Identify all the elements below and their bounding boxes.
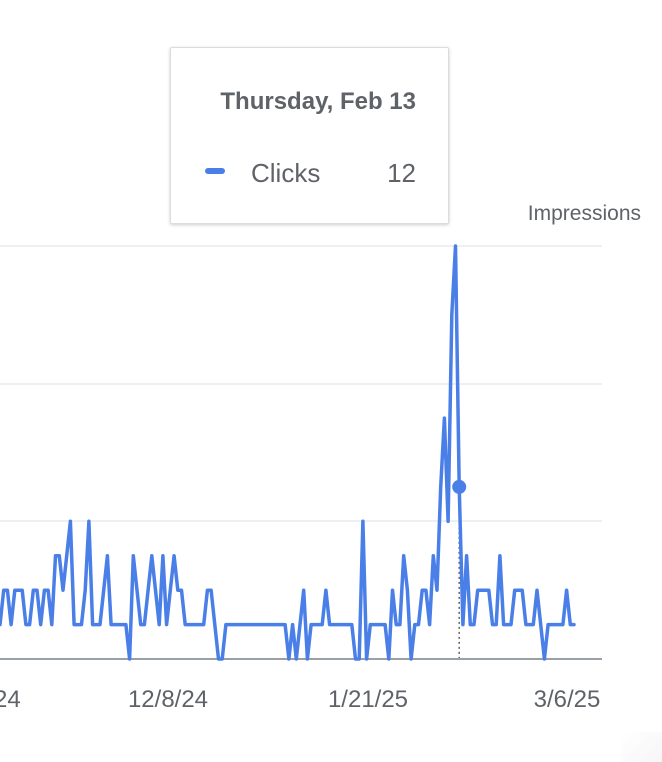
tooltip-date: Thursday, Feb 13 <box>220 88 416 115</box>
chart-tooltip: Thursday, Feb 13 Clicks 12 <box>170 47 449 224</box>
tooltip-series-label: Clicks <box>251 158 321 188</box>
hover-point[interactable] <box>452 479 467 494</box>
tooltip-value: 12 <box>387 158 416 188</box>
x-tick-label: 1/21/25 <box>328 686 408 713</box>
axis-caption-impressions: Impressions <box>528 202 641 225</box>
gridlines <box>0 245 602 522</box>
series-line-clicks[interactable] <box>0 244 576 661</box>
x-axis-ticks: 24 12/8/24 1/21/25 3/6/25 <box>0 686 600 713</box>
x-tick-label: 24 <box>0 686 21 713</box>
page-corner <box>622 732 662 762</box>
x-tick-label: 12/8/24 <box>128 686 208 713</box>
x-tick-label: 3/6/25 <box>534 686 601 713</box>
series-swatch-clicks <box>205 168 225 174</box>
